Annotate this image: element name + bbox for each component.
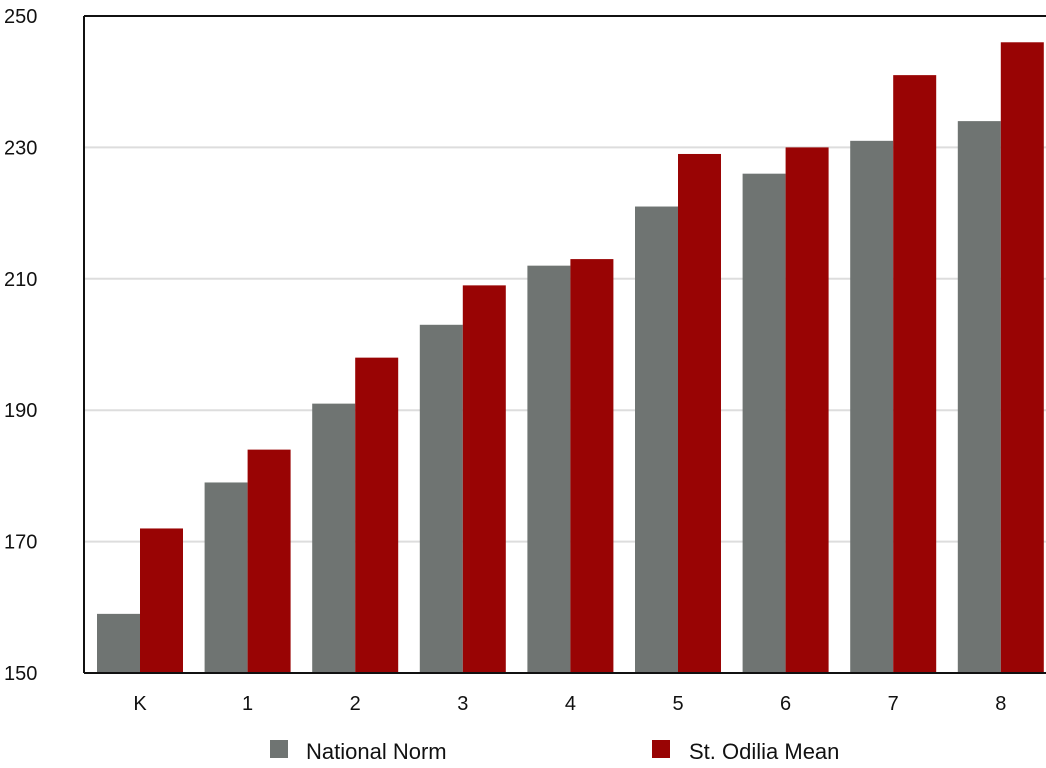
bar-national-norm-k bbox=[97, 613, 140, 673]
x-tick-label: 2 bbox=[350, 693, 361, 715]
legend-swatch-st-odilia-mean bbox=[652, 740, 670, 758]
bar-national-norm-8 bbox=[957, 121, 1001, 674]
bar-st-odilia-mean-k bbox=[140, 528, 183, 673]
legend-label-national-norm: National Norm bbox=[306, 739, 447, 764]
y-tick-label: 170 bbox=[4, 532, 37, 554]
bar-st-odilia-mean-8 bbox=[1000, 42, 1044, 673]
y-axis-ticks: 150 170 190 210 230 250 bbox=[4, 6, 37, 685]
x-tick-label: 6 bbox=[780, 693, 791, 715]
bar-national-norm-2 bbox=[312, 403, 356, 673]
bar-st-odilia-mean-1 bbox=[247, 449, 291, 673]
x-tick-label: 5 bbox=[672, 693, 683, 715]
legend-swatch-national-norm bbox=[270, 740, 288, 758]
x-tick-label: 8 bbox=[995, 693, 1006, 715]
y-tick-label: 190 bbox=[4, 400, 37, 422]
bar-national-norm-5 bbox=[635, 206, 678, 673]
x-axis-ticks: K 1 2 3 4 5 6 7 8 bbox=[133, 693, 1006, 715]
bar-st-odilia-mean-3 bbox=[462, 285, 506, 673]
x-tick-label: 7 bbox=[888, 693, 899, 715]
y-tick-label: 230 bbox=[4, 137, 37, 159]
x-tick-label: K bbox=[133, 693, 147, 715]
bar-st-odilia-mean-4 bbox=[570, 259, 614, 673]
bars bbox=[97, 42, 1044, 674]
y-tick-label: 210 bbox=[4, 269, 37, 291]
bar-national-norm-4 bbox=[527, 265, 571, 673]
bar-st-odilia-mean-2 bbox=[355, 357, 399, 673]
legend: National Norm St. Odilia Mean bbox=[270, 739, 839, 764]
x-tick-label: 3 bbox=[457, 693, 468, 715]
bar-st-odilia-mean-6 bbox=[785, 147, 829, 673]
bar-national-norm-7 bbox=[850, 140, 894, 673]
bar-st-odilia-mean-5 bbox=[678, 153, 721, 674]
bar-national-norm-3 bbox=[419, 324, 463, 673]
x-tick-label: 4 bbox=[565, 693, 576, 715]
bar-national-norm-1 bbox=[204, 482, 248, 673]
legend-label-st-odilia-mean: St. Odilia Mean bbox=[689, 739, 839, 764]
bar-st-odilia-mean-7 bbox=[893, 75, 937, 673]
y-tick-label: 150 bbox=[4, 663, 37, 685]
y-tick-label: 250 bbox=[4, 6, 37, 28]
bar-national-norm-6 bbox=[742, 173, 786, 673]
x-tick-label: 1 bbox=[242, 693, 253, 715]
